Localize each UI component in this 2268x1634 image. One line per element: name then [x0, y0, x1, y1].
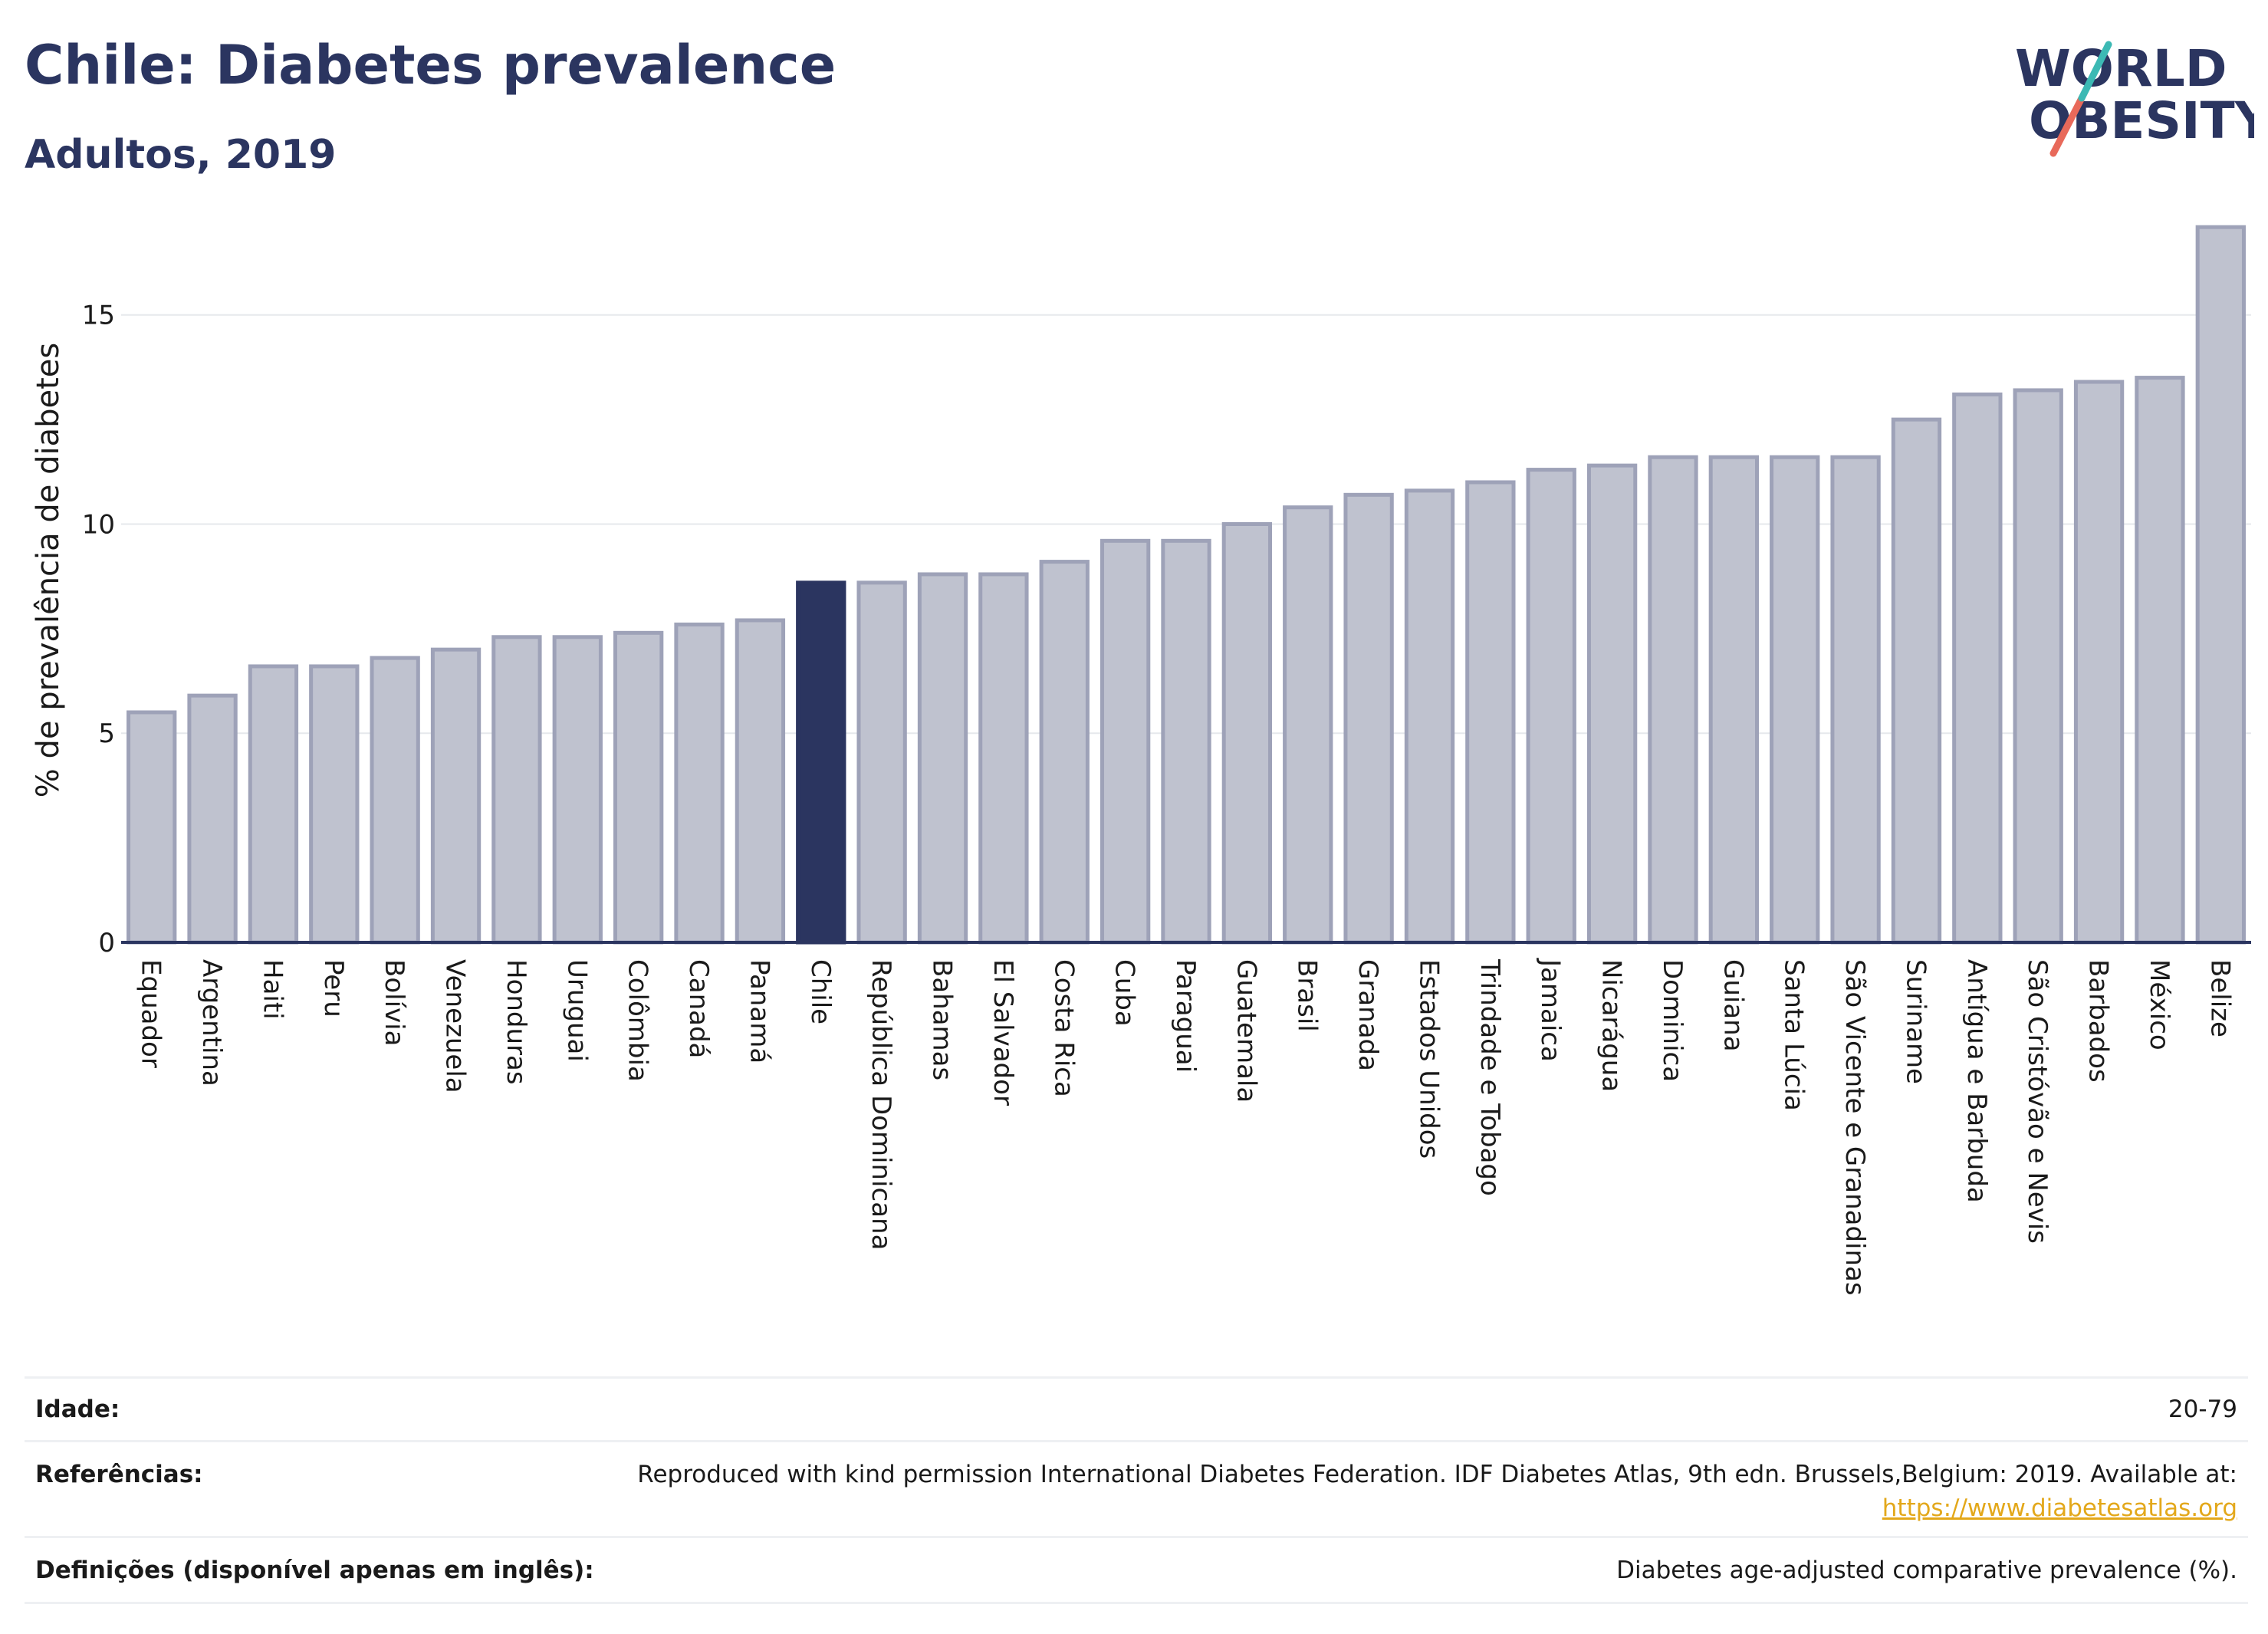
- bar-bahamas: [917, 572, 968, 945]
- bar-guiana: [1708, 455, 1760, 945]
- bar-haiti: [248, 664, 299, 945]
- bar-granada: [1343, 492, 1394, 945]
- age-value: 20-79: [2168, 1396, 2237, 1423]
- y-axis-title: % de prevalência de diabetes: [31, 343, 66, 797]
- x-tick-label: Panamá: [744, 959, 774, 1064]
- bar-peru: [309, 664, 360, 945]
- x-tick-label: Guiana: [1717, 959, 1748, 1052]
- bar-chile: [796, 580, 846, 945]
- x-tick-label: Honduras: [501, 959, 531, 1085]
- bar-barbados: [2073, 380, 2125, 945]
- bar-méxico: [2135, 376, 2185, 945]
- chart-subtitle: Adultos, 2019: [25, 132, 337, 178]
- x-tick-label: Nicarágua: [1596, 959, 1627, 1092]
- definitions-label: Definições (disponível apenas em inglês)…: [35, 1556, 594, 1584]
- references-label: Referências:: [35, 1461, 203, 1488]
- x-tick-label: Paraguai: [1170, 959, 1201, 1073]
- y-tick-label: 15: [82, 301, 115, 331]
- x-tick-label: México: [2144, 959, 2174, 1050]
- references-link[interactable]: https://www.diabetesatlas.org: [1882, 1494, 2237, 1522]
- bar-chart: 0 5 10 15 Equador Argentina Haiti Peru Bolívia Ve…: [31, 225, 2251, 1296]
- bar-santa-lúcia: [1770, 455, 1820, 945]
- x-tick-label: Bahamas: [927, 959, 958, 1080]
- bar-uruguai: [552, 635, 603, 945]
- x-tick-label: Dominica: [1657, 959, 1688, 1082]
- bar-são-vicente-e-granadinas: [1830, 455, 1881, 945]
- y-tick-label: 0: [98, 928, 115, 958]
- x-tick-label: Santa Lúcia: [1779, 959, 1809, 1111]
- bar-canadá: [674, 622, 725, 945]
- x-tick-label: Chile: [805, 959, 836, 1024]
- bar-paraguai: [1161, 538, 1211, 945]
- x-tick-label: Barbados: [2083, 959, 2114, 1083]
- x-tick-label: Guatemala: [1231, 959, 1261, 1103]
- bar-equador: [127, 710, 177, 945]
- x-tick-label: República Dominicana: [866, 959, 896, 1250]
- bar-venezuela: [430, 647, 482, 945]
- bar-estados-unidos: [1404, 488, 1455, 945]
- bar-suriname: [1891, 417, 1942, 945]
- bar-argentina: [187, 693, 238, 945]
- x-tick-label: Granada: [1353, 959, 1383, 1071]
- bar-belize: [2195, 225, 2246, 945]
- bar-el-salvador: [978, 572, 1029, 945]
- x-tick-label: Colômbia: [623, 959, 653, 1082]
- bar-costa-rica: [1039, 560, 1090, 945]
- x-tick-label: Equador: [136, 959, 166, 1068]
- bar-honduras: [491, 635, 542, 945]
- x-tick-label: Estados Unidos: [1413, 959, 1444, 1159]
- bar-colômbia: [613, 630, 664, 945]
- x-tick-label: Antígua e Barbuda: [1961, 959, 1992, 1203]
- x-tick-label: Bolívia: [379, 959, 409, 1046]
- x-tick-label: Suriname: [1900, 959, 1931, 1084]
- bar-nicarágua: [1586, 463, 1638, 945]
- x-tick-label: São Vicente e Granadinas: [1839, 959, 1870, 1296]
- meta-row-references: Referências: Reproduced with kind permis…: [25, 1442, 2248, 1538]
- x-tick-label: Cuba: [1109, 959, 1140, 1027]
- x-tick-label: Peru: [318, 959, 349, 1018]
- bar-república-dominicana: [856, 580, 907, 945]
- meta-row-definitions: Definições (disponível apenas em inglês)…: [25, 1538, 2248, 1604]
- x-tick-label: El Salvador: [988, 959, 1018, 1106]
- bar-brasil: [1283, 505, 1333, 945]
- world-obesity-logo: WORLD OBESITY: [2015, 39, 2254, 157]
- x-tick-label: Venezuela: [440, 959, 471, 1093]
- x-tick-label: Brasil: [1292, 959, 1323, 1032]
- bar-dominica: [1648, 455, 1698, 945]
- x-tick-label: Canadá: [683, 959, 714, 1058]
- bar-antígua-e-barbuda: [1952, 392, 2003, 945]
- bar-trindade-e-tobago: [1465, 480, 1516, 945]
- y-tick-label: 5: [98, 718, 115, 749]
- chart-title: Chile: Diabetes prevalence: [25, 34, 837, 97]
- x-tick-label: Trindade e Tobago: [1474, 958, 1505, 1196]
- references-value: Reproduced with kind permission Internat…: [637, 1458, 2237, 1525]
- y-tick-label: 10: [82, 509, 115, 540]
- meta-row-age: Idade: 20-79: [25, 1379, 2248, 1442]
- logo-slash-teal: [2078, 41, 2112, 102]
- references-text: Reproduced with kind permission Internat…: [637, 1461, 2237, 1488]
- metadata-table: Idade: 20-79 Referências: Reproduced wit…: [25, 1376, 2248, 1604]
- x-tick-label: Uruguai: [561, 959, 592, 1062]
- bar-guatemala: [1221, 521, 1273, 945]
- x-tick-label: Costa Rica: [1048, 959, 1079, 1097]
- x-tick-label: Jamaica: [1535, 958, 1566, 1062]
- x-tick-label: Argentina: [196, 959, 227, 1087]
- logo-slash-red: [2049, 94, 2086, 157]
- bar-bolívia: [370, 656, 420, 945]
- bar-jamaica: [1526, 468, 1576, 945]
- x-tick-label: Belize: [2204, 959, 2235, 1037]
- bar-cuba: [1099, 538, 1151, 945]
- logo-word-world: WORLD: [2015, 39, 2227, 98]
- bar-panamá: [735, 618, 786, 945]
- x-tick-label: São Cristóvão e Nevis: [2022, 959, 2053, 1244]
- age-label: Idade:: [35, 1396, 120, 1423]
- x-tick-label: Haiti: [257, 959, 288, 1020]
- bar-são-cristóvão-e-nevis: [2013, 388, 2063, 945]
- definitions-value: Diabetes age-adjusted comparative preval…: [1616, 1556, 2237, 1584]
